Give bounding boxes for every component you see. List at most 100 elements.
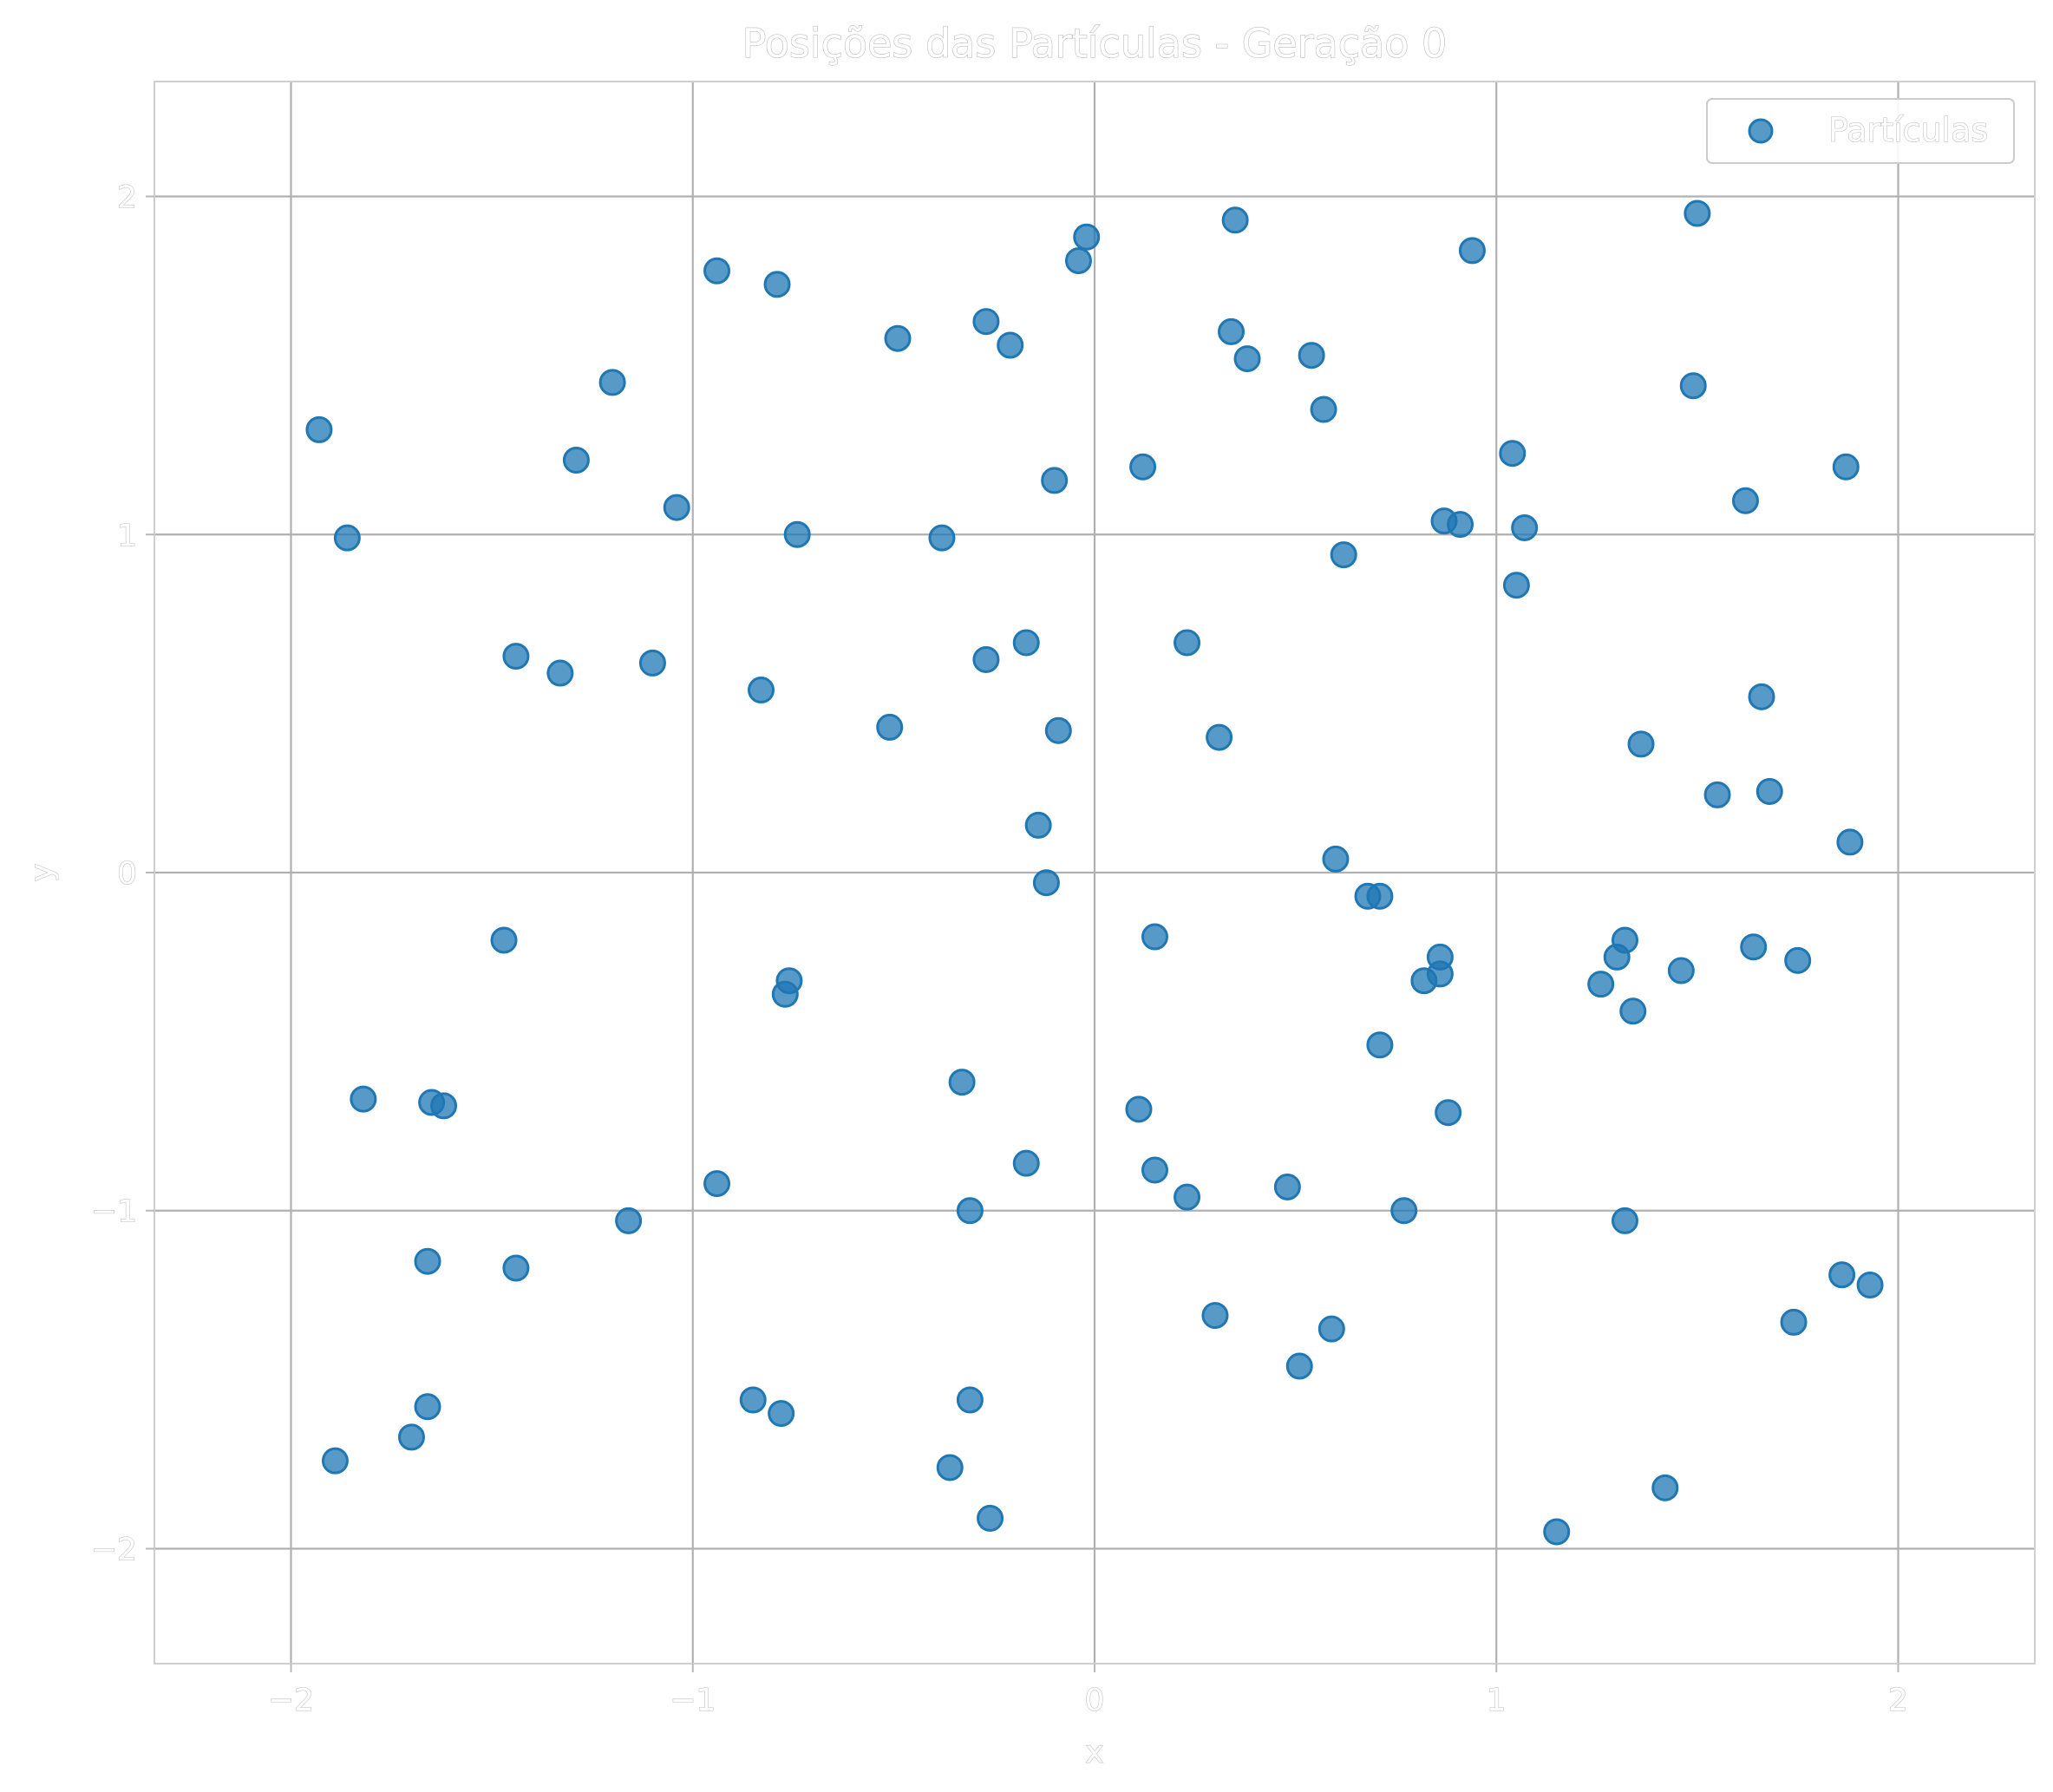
data-point — [350, 1085, 377, 1113]
data-point — [703, 1170, 731, 1198]
axis-ticks: −2 −1 0 1 2 −2 −1 0 1 2 — [90, 180, 1908, 1719]
data-point — [928, 524, 956, 552]
data-point — [1218, 317, 1246, 345]
data-point — [1330, 541, 1357, 569]
data-point — [1024, 811, 1052, 839]
data-point — [1731, 487, 1759, 514]
data-point — [1366, 1031, 1394, 1059]
legend: Partículas — [1706, 98, 2015, 164]
data-point — [1141, 923, 1168, 951]
data-point — [1041, 467, 1069, 494]
data-point — [936, 1454, 964, 1481]
data-point — [397, 1423, 425, 1451]
data-point — [1499, 440, 1527, 468]
data-point — [1201, 1302, 1229, 1330]
data-point — [490, 926, 518, 954]
data-point — [739, 1386, 767, 1414]
data-point — [1044, 716, 1072, 744]
data-point — [884, 324, 912, 352]
data-point — [615, 1207, 643, 1234]
data-point — [1836, 828, 1864, 856]
data-point — [956, 1197, 984, 1225]
x-axis-label: x — [1085, 1735, 1103, 1770]
data-point — [1627, 730, 1655, 758]
data-point — [1317, 1315, 1345, 1343]
data-point — [1667, 957, 1695, 984]
data-point — [748, 677, 775, 704]
data-point — [1206, 723, 1233, 751]
y-axis-label: y — [24, 863, 60, 881]
y-tick-label: −2 — [91, 1532, 137, 1567]
y-tick-label: −1 — [91, 1194, 137, 1230]
data-point — [783, 520, 811, 548]
data-point — [1828, 1261, 1856, 1289]
data-point — [1784, 946, 1812, 974]
data-point — [1012, 629, 1040, 657]
data-point — [1174, 629, 1201, 657]
data-point — [1233, 345, 1261, 373]
data-point — [502, 1254, 530, 1282]
data-point — [1174, 1183, 1201, 1211]
data-point — [771, 980, 799, 1008]
data-point — [305, 415, 333, 443]
data-point — [414, 1247, 441, 1275]
data-point — [1073, 223, 1101, 251]
data-point — [598, 369, 626, 396]
data-point — [1780, 1308, 1808, 1336]
data-point — [876, 713, 904, 741]
chart-title: Posições das Partículas - Geração 0 — [742, 20, 1448, 67]
data-point — [948, 1069, 976, 1096]
y-tick-label: 1 — [117, 518, 137, 553]
data-point — [1447, 511, 1474, 539]
data-point — [703, 257, 731, 284]
data-point — [562, 447, 590, 474]
y-tick-label: 2 — [117, 180, 137, 216]
data-point — [1064, 247, 1092, 275]
data-point — [1125, 1095, 1153, 1123]
data-point — [972, 308, 1000, 336]
legend-box — [1706, 98, 2015, 164]
x-tick-label: 1 — [1487, 1683, 1507, 1718]
data-point — [321, 1447, 349, 1475]
data-point — [977, 1504, 1004, 1532]
data-point — [1856, 1271, 1884, 1298]
data-point — [1587, 971, 1615, 998]
data-point — [1390, 1197, 1418, 1225]
data-point — [1832, 453, 1860, 481]
data-point — [1651, 1474, 1679, 1501]
data-point — [972, 645, 1000, 673]
data-point — [1748, 683, 1775, 710]
data-point — [1611, 926, 1638, 954]
scatter-points — [305, 199, 1884, 1546]
legend-entry-particles: Partículas — [1828, 111, 1988, 149]
data-point — [1619, 997, 1647, 1025]
data-point — [414, 1393, 441, 1421]
data-point — [1012, 1149, 1040, 1177]
data-point — [1502, 572, 1530, 599]
data-point — [763, 271, 791, 298]
grid-lines — [154, 82, 2035, 1664]
data-point — [997, 331, 1024, 359]
legend-marker — [1748, 118, 1774, 144]
data-point — [1543, 1518, 1571, 1546]
data-point — [1221, 206, 1249, 234]
data-point — [663, 494, 690, 521]
data-point — [1285, 1352, 1313, 1380]
data-point — [502, 643, 530, 670]
data-point — [1032, 869, 1060, 897]
data-point — [1511, 513, 1539, 541]
data-point — [333, 524, 361, 552]
data-point — [1322, 845, 1350, 873]
data-point — [1366, 882, 1394, 910]
x-tick-label: 2 — [1888, 1683, 1908, 1718]
data-point — [1703, 781, 1731, 808]
x-tick-label: −1 — [670, 1683, 716, 1718]
x-tick-label: 0 — [1085, 1683, 1105, 1718]
data-point — [1458, 237, 1486, 265]
data-point — [1684, 199, 1711, 227]
data-point — [1611, 1207, 1638, 1234]
data-point — [956, 1386, 984, 1414]
data-point — [1141, 1156, 1168, 1184]
x-tick-label: −2 — [268, 1683, 314, 1718]
data-point — [1310, 396, 1337, 423]
